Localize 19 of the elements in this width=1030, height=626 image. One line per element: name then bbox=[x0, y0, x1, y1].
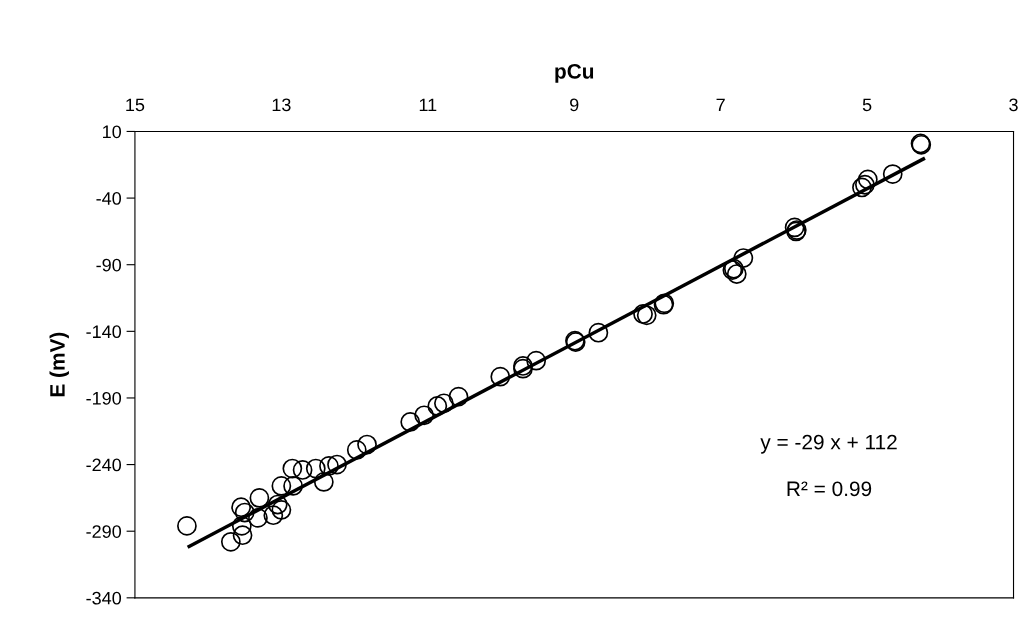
x-tick-label: 11 bbox=[419, 98, 437, 112]
y-axis-title: E (mV) bbox=[49, 332, 69, 397]
y-tick-label: -40 bbox=[96, 192, 122, 205]
y-tick-label: -290 bbox=[86, 525, 122, 538]
x-tick-label: 5 bbox=[862, 98, 872, 112]
y-tick-label: -140 bbox=[86, 325, 122, 339]
y-tick-label: -340 bbox=[86, 591, 122, 605]
y-tick-label: -240 bbox=[86, 458, 122, 472]
annotation: y = -29 x + 112 bbox=[760, 434, 897, 454]
x-axis-title: pCu bbox=[555, 63, 594, 83]
y-tick-label: 10 bbox=[103, 125, 122, 139]
x-tick-label: 9 bbox=[570, 98, 579, 112]
x-tick-label: 7 bbox=[716, 98, 725, 112]
x-tick-label: 3 bbox=[1009, 98, 1018, 112]
y-tick-label: -90 bbox=[96, 258, 122, 272]
x-tick-label: 15 bbox=[126, 98, 145, 112]
x-tick-label: 13 bbox=[272, 98, 291, 112]
annotation: R² = 0.99 bbox=[787, 481, 872, 497]
y-tick-label: -190 bbox=[86, 391, 122, 405]
